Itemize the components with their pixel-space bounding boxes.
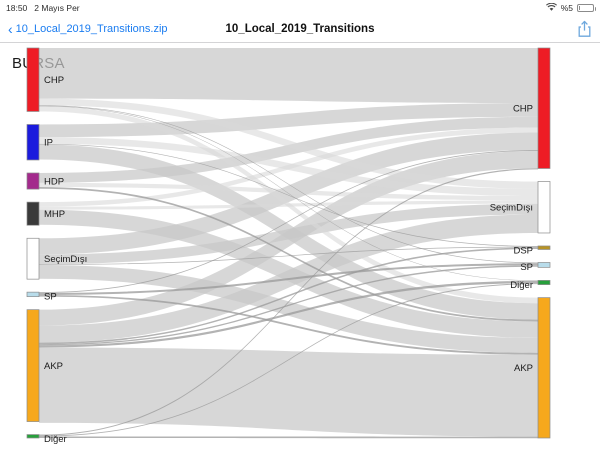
sankey-link [39, 48, 538, 103]
sankey-node-mhp[interactable] [26, 201, 40, 226]
back-button-label: 10_Local_2019_Transitions.zip [15, 22, 168, 35]
sankey-node-diger2[interactable] [537, 280, 551, 285]
sankey-link [39, 203, 538, 265]
sankey-node-chp[interactable] [26, 47, 40, 112]
share-button[interactable] [577, 20, 592, 38]
sankey-node-ip[interactable] [26, 124, 40, 161]
sankey-link [39, 209, 538, 338]
sankey-node-label: SP [44, 292, 57, 303]
sankey-node-label: CHP [513, 104, 533, 115]
sankey-link [39, 98, 538, 189]
sankey-link [39, 264, 538, 353]
battery-percentage-label: %5 [560, 2, 573, 13]
wifi-icon [545, 2, 557, 12]
sankey-link [39, 436, 538, 439]
sankey-node-label: HDP [44, 176, 64, 187]
sankey-link [39, 263, 538, 295]
sankey-node-sp2[interactable] [537, 262, 551, 268]
sankey-node-label: MHP [44, 209, 65, 220]
sankey-node-sp[interactable] [26, 291, 40, 298]
sankey-link [39, 150, 538, 294]
sankey-node-chp2[interactable] [537, 47, 551, 169]
sankey-link [39, 280, 538, 348]
share-icon [578, 20, 591, 37]
content-area: BURSA CHPIPHDPMHPSeçimDışıSPAKPDiğerCHPS… [0, 43, 600, 450]
sankey-diagram: CHP IP HDP MHP SeçimDışı SP AKP Diğer CHP SeçimDı… [26, 47, 551, 445]
sankey-link [39, 143, 538, 247]
sankey-link [39, 168, 538, 436]
sankey-link [39, 246, 538, 265]
sankey-link [39, 105, 538, 281]
navigation-bar: ‹ 10_Local_2019_Transitions.zip 10_Local… [0, 15, 600, 43]
sankey-link [39, 116, 538, 183]
battery-icon [577, 3, 596, 12]
sankey-link [39, 200, 538, 210]
sankey-links-layer [39, 48, 538, 439]
sankey-link [39, 294, 538, 355]
sankey-link [39, 247, 538, 345]
sankey-link [39, 127, 538, 207]
status-bar: 18:50 2 Mayıs Per %5 [0, 0, 600, 15]
sankey-link [39, 265, 538, 346]
sankey-node-label: DSP [513, 245, 533, 256]
sankey-node-label: SeçimDışı [490, 203, 533, 214]
sankey-link [39, 283, 538, 437]
status-time: 18:50 [6, 2, 28, 13]
sankey-node-label: CHP [44, 75, 64, 86]
sankey-node-label: SP [520, 262, 533, 273]
sankey-node-label: Diğer [510, 280, 533, 291]
sankey-node-secimdisi2[interactable] [537, 181, 551, 234]
back-button[interactable]: ‹ 10_Local_2019_Transitions.zip [8, 22, 168, 36]
sankey-node-diger[interactable] [26, 434, 40, 439]
status-bar-right: %5 [545, 2, 596, 13]
sankey-node-secimdisi[interactable] [26, 237, 40, 280]
sankey-node-hdp[interactable] [26, 172, 40, 190]
sankey-link [39, 105, 538, 264]
sankey-node-dsp2[interactable] [537, 245, 551, 250]
status-bar-left: 18:50 2 Mayıs Per [6, 3, 80, 13]
sankey-link [39, 182, 538, 201]
sankey-labels-layer: CHP IP HDP MHP SeçimDışı SP AKP Diğer CHP SeçimDı… [44, 75, 533, 445]
status-date: 2 Mayıs Per [34, 2, 80, 13]
sankey-node-label: IP [44, 138, 53, 149]
sankey-link [39, 186, 538, 322]
sankey-link [39, 347, 538, 437]
chevron-left-icon: ‹ [8, 20, 13, 37]
sankey-node-label: Diğer [44, 434, 67, 445]
sankey-nodes-layer [26, 47, 551, 439]
sankey-node-label: SeçimDışı [44, 254, 87, 265]
sankey-node-label: AKP [514, 363, 533, 374]
sankey-node-akp2[interactable] [537, 297, 551, 439]
sankey-node-akp[interactable] [26, 309, 40, 422]
sankey-node-label: AKP [44, 361, 63, 372]
